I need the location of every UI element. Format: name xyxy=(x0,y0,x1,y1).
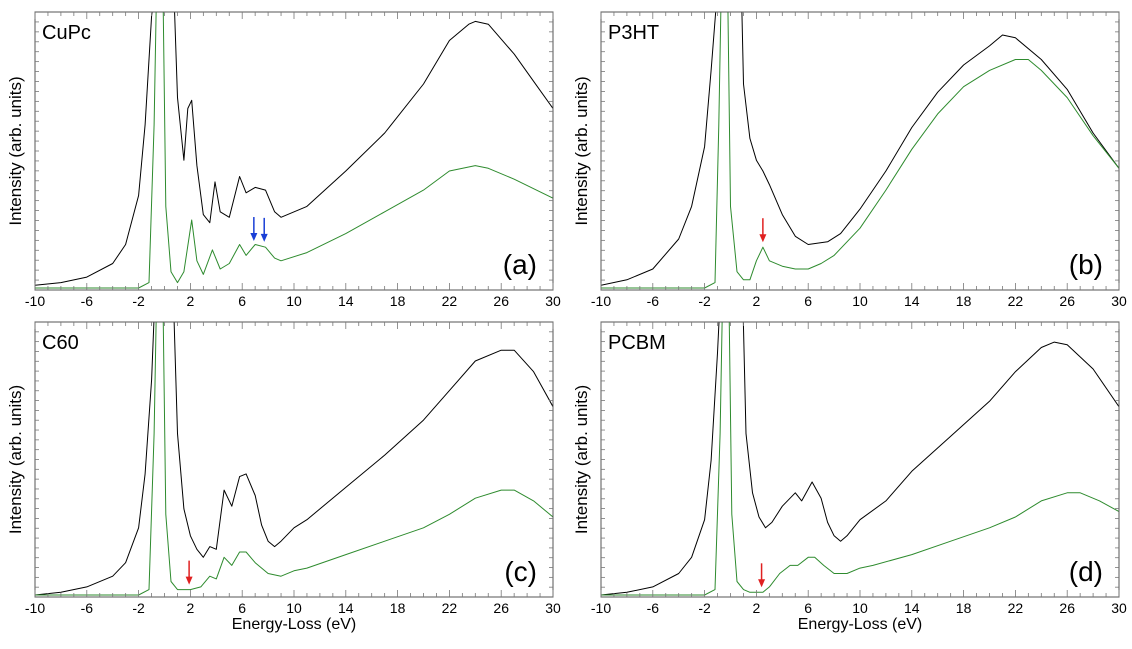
spectrum-line-green xyxy=(35,12,553,289)
arrow-head xyxy=(185,576,193,585)
spectrum-line-black xyxy=(35,12,553,286)
x-axis-title: Energy-Loss (eV) xyxy=(232,616,357,633)
spectrum-line-green xyxy=(35,322,553,596)
x-tick-label: 26 xyxy=(1059,600,1075,616)
ticks xyxy=(600,322,1120,597)
x-tick-label: 22 xyxy=(1008,600,1024,616)
panel-title: C60 xyxy=(42,332,79,354)
plot-frame xyxy=(34,321,554,598)
x-tick-label: -10 xyxy=(591,293,611,309)
x-tick-label: 22 xyxy=(1008,293,1024,309)
x-tick-label: 22 xyxy=(442,293,458,309)
x-tick-label: 22 xyxy=(442,600,458,616)
plot-frame xyxy=(34,11,554,291)
x-tick-label: 2 xyxy=(187,293,195,309)
x-tick-label: 10 xyxy=(286,293,302,309)
x-tick-label: -2 xyxy=(132,293,145,309)
panel-title: PCBM xyxy=(608,332,666,354)
x-tick-label: 14 xyxy=(338,600,354,616)
x-tick-label: 10 xyxy=(852,600,868,616)
x-tick-label: 30 xyxy=(1111,293,1127,309)
panel-title: P3HT xyxy=(608,22,659,44)
y-axis-title: Intensity (arb. units) xyxy=(572,385,591,534)
x-tick-label: 14 xyxy=(338,293,354,309)
panel-label: (b) xyxy=(1069,249,1103,280)
x-tick-label: -6 xyxy=(647,293,660,309)
x-tick-label: 6 xyxy=(238,293,246,309)
x-tick-label: -6 xyxy=(81,293,94,309)
plot-area xyxy=(35,322,553,596)
ticks xyxy=(600,12,1120,290)
x-tick-label: -10 xyxy=(25,293,45,309)
x-tick-label: 2 xyxy=(753,600,761,616)
x-tick-label: -6 xyxy=(647,600,660,616)
panel-label: (d) xyxy=(1069,556,1103,587)
y-axis-title: Intensity (arb. units) xyxy=(6,385,25,534)
x-axis-title: Energy-Loss (eV) xyxy=(798,616,923,633)
y-axis-title: Intensity (arb. units) xyxy=(6,76,25,225)
arrow-head xyxy=(758,579,766,588)
x-tick-label: 26 xyxy=(493,293,509,309)
x-tick-label: 18 xyxy=(390,600,406,616)
x-tick-label: 10 xyxy=(852,293,868,309)
x-tick-label: 30 xyxy=(545,600,561,616)
spectrum-line-black xyxy=(35,322,553,596)
x-tick-label: 14 xyxy=(904,293,920,309)
spectrum-line-green xyxy=(601,12,1119,289)
plot-frame xyxy=(600,321,1120,598)
plot-area xyxy=(601,12,1119,289)
annotation-arrow xyxy=(260,217,268,242)
x-tick-label: -2 xyxy=(698,293,711,309)
spectrum-line-black xyxy=(601,12,1119,286)
arrow-head xyxy=(260,233,268,242)
x-tick-label: 6 xyxy=(238,600,246,616)
x-tick-label: -6 xyxy=(81,600,94,616)
x-tick-label: 26 xyxy=(1059,293,1075,309)
x-tick-label: 6 xyxy=(804,293,812,309)
x-tick-label: -10 xyxy=(591,600,611,616)
x-tick-label: 18 xyxy=(956,600,972,616)
x-tick-label: -10 xyxy=(25,600,45,616)
y-axis-title: Intensity (arb. units) xyxy=(572,76,591,225)
x-tick-label: 2 xyxy=(753,293,761,309)
x-tick-label: 18 xyxy=(956,293,972,309)
x-tick-label: -2 xyxy=(132,600,145,616)
spectrum-line-black xyxy=(601,322,1119,596)
annotation-arrow xyxy=(250,217,258,242)
x-tick-label: 26 xyxy=(493,600,509,616)
x-tick-label: 30 xyxy=(1111,600,1127,616)
annotation-arrow xyxy=(759,218,767,243)
annotation-arrow xyxy=(758,563,766,588)
panel-label: (a) xyxy=(503,249,537,280)
x-tick-label: 30 xyxy=(545,293,561,309)
ticks xyxy=(34,12,554,290)
plot-area xyxy=(35,12,553,289)
x-tick-label: 18 xyxy=(390,293,406,309)
spectrum-line-green xyxy=(601,322,1119,596)
plot-frame xyxy=(600,11,1120,291)
x-tick-label: -2 xyxy=(698,600,711,616)
arrow-head xyxy=(759,234,767,243)
x-tick-label: 6 xyxy=(804,600,812,616)
x-tick-label: 14 xyxy=(904,600,920,616)
x-tick-label: 2 xyxy=(187,600,195,616)
plot-area xyxy=(601,322,1119,596)
panel-label: (c) xyxy=(504,556,537,587)
x-tick-label: 10 xyxy=(286,600,302,616)
ticks xyxy=(34,322,554,597)
arrow-head xyxy=(250,233,258,242)
panel-title: CuPc xyxy=(42,22,91,44)
annotation-arrow xyxy=(185,560,193,585)
